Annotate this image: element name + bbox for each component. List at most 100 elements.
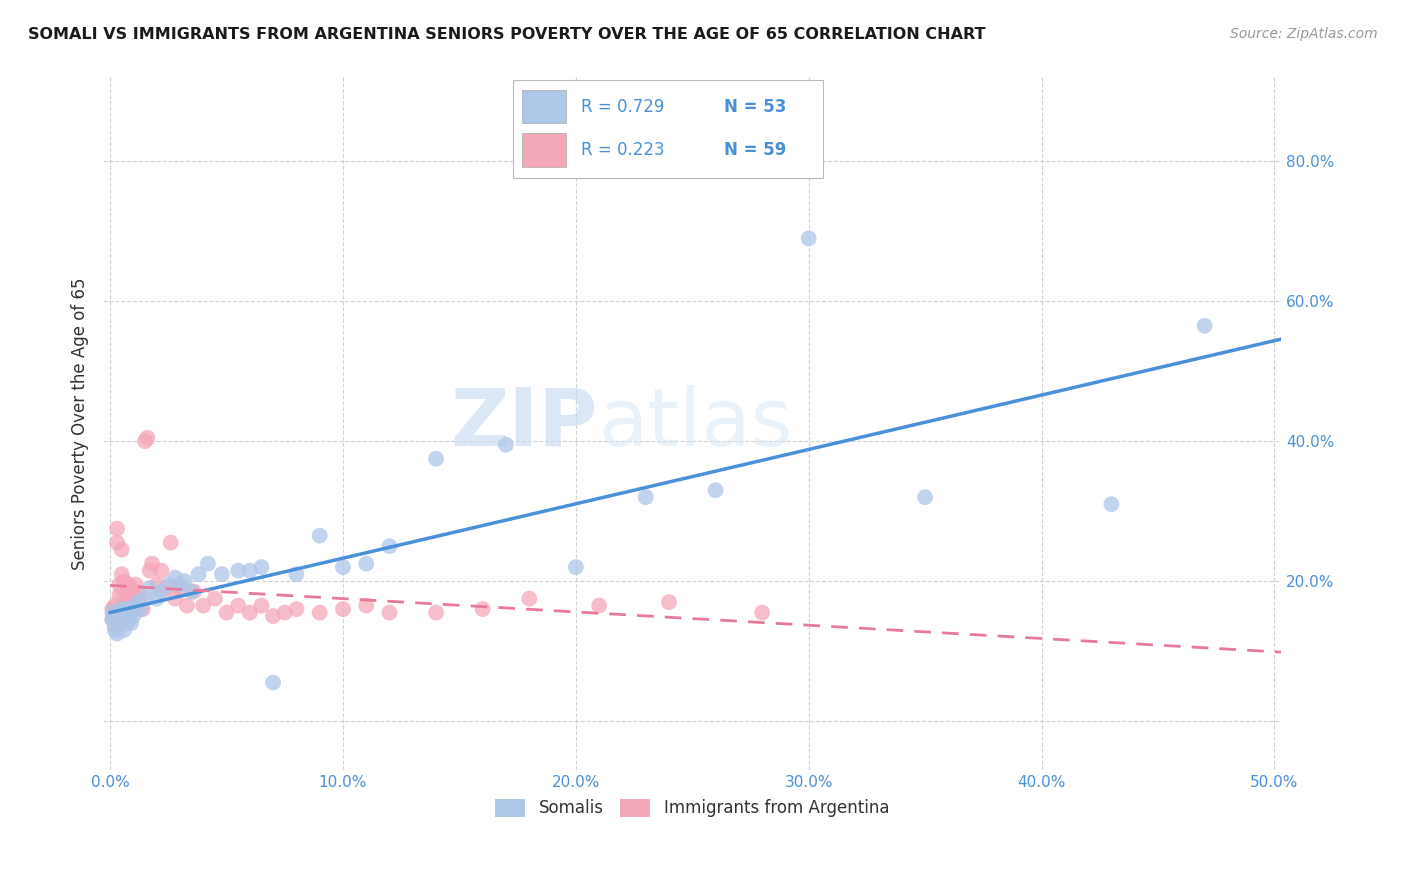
Point bbox=[111, 613, 134, 627]
Point bbox=[914, 490, 936, 504]
Point bbox=[111, 542, 134, 557]
Point bbox=[239, 606, 262, 620]
Point bbox=[797, 231, 820, 245]
Point bbox=[285, 567, 308, 582]
Point bbox=[150, 564, 173, 578]
Point bbox=[173, 574, 195, 588]
Point bbox=[120, 581, 142, 595]
Point bbox=[138, 581, 160, 595]
Text: N = 53: N = 53 bbox=[724, 98, 786, 116]
Point bbox=[204, 591, 226, 606]
Point bbox=[145, 577, 167, 591]
Point bbox=[125, 599, 148, 613]
Text: SOMALI VS IMMIGRANTS FROM ARGENTINA SENIORS POVERTY OVER THE AGE OF 65 CORRELATI: SOMALI VS IMMIGRANTS FROM ARGENTINA SENI… bbox=[28, 27, 986, 42]
Point bbox=[108, 577, 131, 591]
Bar bbox=[523, 90, 565, 123]
Point bbox=[226, 599, 249, 613]
Point bbox=[308, 529, 330, 543]
Point bbox=[112, 623, 135, 637]
Point bbox=[101, 613, 124, 627]
Point bbox=[134, 591, 156, 606]
Point bbox=[105, 535, 128, 549]
Point bbox=[1099, 497, 1122, 511]
Point bbox=[471, 602, 494, 616]
Point bbox=[105, 606, 128, 620]
Text: R = 0.223: R = 0.223 bbox=[581, 141, 665, 159]
Point bbox=[159, 535, 181, 549]
Point bbox=[183, 584, 205, 599]
Point bbox=[115, 616, 138, 631]
Point bbox=[169, 581, 191, 595]
Point bbox=[285, 602, 308, 616]
Y-axis label: Seniors Poverty Over the Age of 65: Seniors Poverty Over the Age of 65 bbox=[72, 277, 89, 570]
Point bbox=[104, 619, 127, 633]
Point bbox=[138, 564, 160, 578]
Point bbox=[104, 609, 127, 624]
Point bbox=[308, 606, 330, 620]
Text: Source: ZipAtlas.com: Source: ZipAtlas.com bbox=[1230, 27, 1378, 41]
Legend: Somalis, Immigrants from Argentina: Somalis, Immigrants from Argentina bbox=[489, 792, 896, 824]
Point bbox=[127, 595, 149, 609]
Point bbox=[517, 591, 540, 606]
Point bbox=[111, 602, 134, 616]
Point bbox=[115, 602, 138, 616]
Point bbox=[425, 606, 447, 620]
Point bbox=[150, 584, 173, 599]
Point bbox=[425, 451, 447, 466]
Point bbox=[262, 609, 284, 624]
Point bbox=[101, 613, 124, 627]
Point bbox=[250, 560, 273, 574]
Point bbox=[215, 606, 238, 620]
Point bbox=[378, 539, 401, 553]
Point bbox=[145, 591, 167, 606]
Point bbox=[658, 595, 681, 609]
Point bbox=[193, 599, 215, 613]
Point bbox=[134, 434, 156, 449]
Point bbox=[108, 619, 131, 633]
Point bbox=[125, 599, 148, 613]
Point bbox=[115, 591, 138, 606]
Point bbox=[101, 602, 124, 616]
Point bbox=[122, 591, 145, 606]
Point bbox=[122, 609, 145, 624]
Point bbox=[118, 602, 141, 616]
Point bbox=[157, 577, 180, 591]
Point bbox=[129, 602, 152, 616]
Point bbox=[127, 584, 149, 599]
Point bbox=[165, 591, 187, 606]
Point bbox=[132, 602, 155, 616]
Point bbox=[262, 675, 284, 690]
Point bbox=[197, 557, 219, 571]
Bar bbox=[523, 133, 565, 167]
Point bbox=[211, 567, 233, 582]
Point bbox=[120, 616, 142, 631]
Point bbox=[105, 616, 128, 631]
Point bbox=[274, 606, 297, 620]
Point bbox=[118, 577, 141, 591]
Point bbox=[112, 588, 135, 602]
Point bbox=[112, 599, 135, 613]
Point bbox=[704, 483, 727, 498]
Point bbox=[751, 606, 773, 620]
Point bbox=[120, 606, 142, 620]
Point bbox=[111, 567, 134, 582]
Point bbox=[176, 599, 198, 613]
Point bbox=[354, 599, 377, 613]
Point bbox=[111, 613, 134, 627]
Point bbox=[105, 626, 128, 640]
Point bbox=[634, 490, 657, 504]
Point bbox=[250, 599, 273, 613]
Point bbox=[226, 564, 249, 578]
Point bbox=[112, 613, 135, 627]
Point bbox=[108, 588, 131, 602]
Point bbox=[169, 577, 191, 591]
Point bbox=[118, 613, 141, 627]
Text: R = 0.729: R = 0.729 bbox=[581, 98, 665, 116]
Point bbox=[105, 522, 128, 536]
Point bbox=[495, 438, 517, 452]
Point bbox=[104, 623, 127, 637]
Point bbox=[104, 599, 127, 613]
Point bbox=[565, 560, 588, 574]
Text: N = 59: N = 59 bbox=[724, 141, 786, 159]
Point bbox=[101, 606, 124, 620]
